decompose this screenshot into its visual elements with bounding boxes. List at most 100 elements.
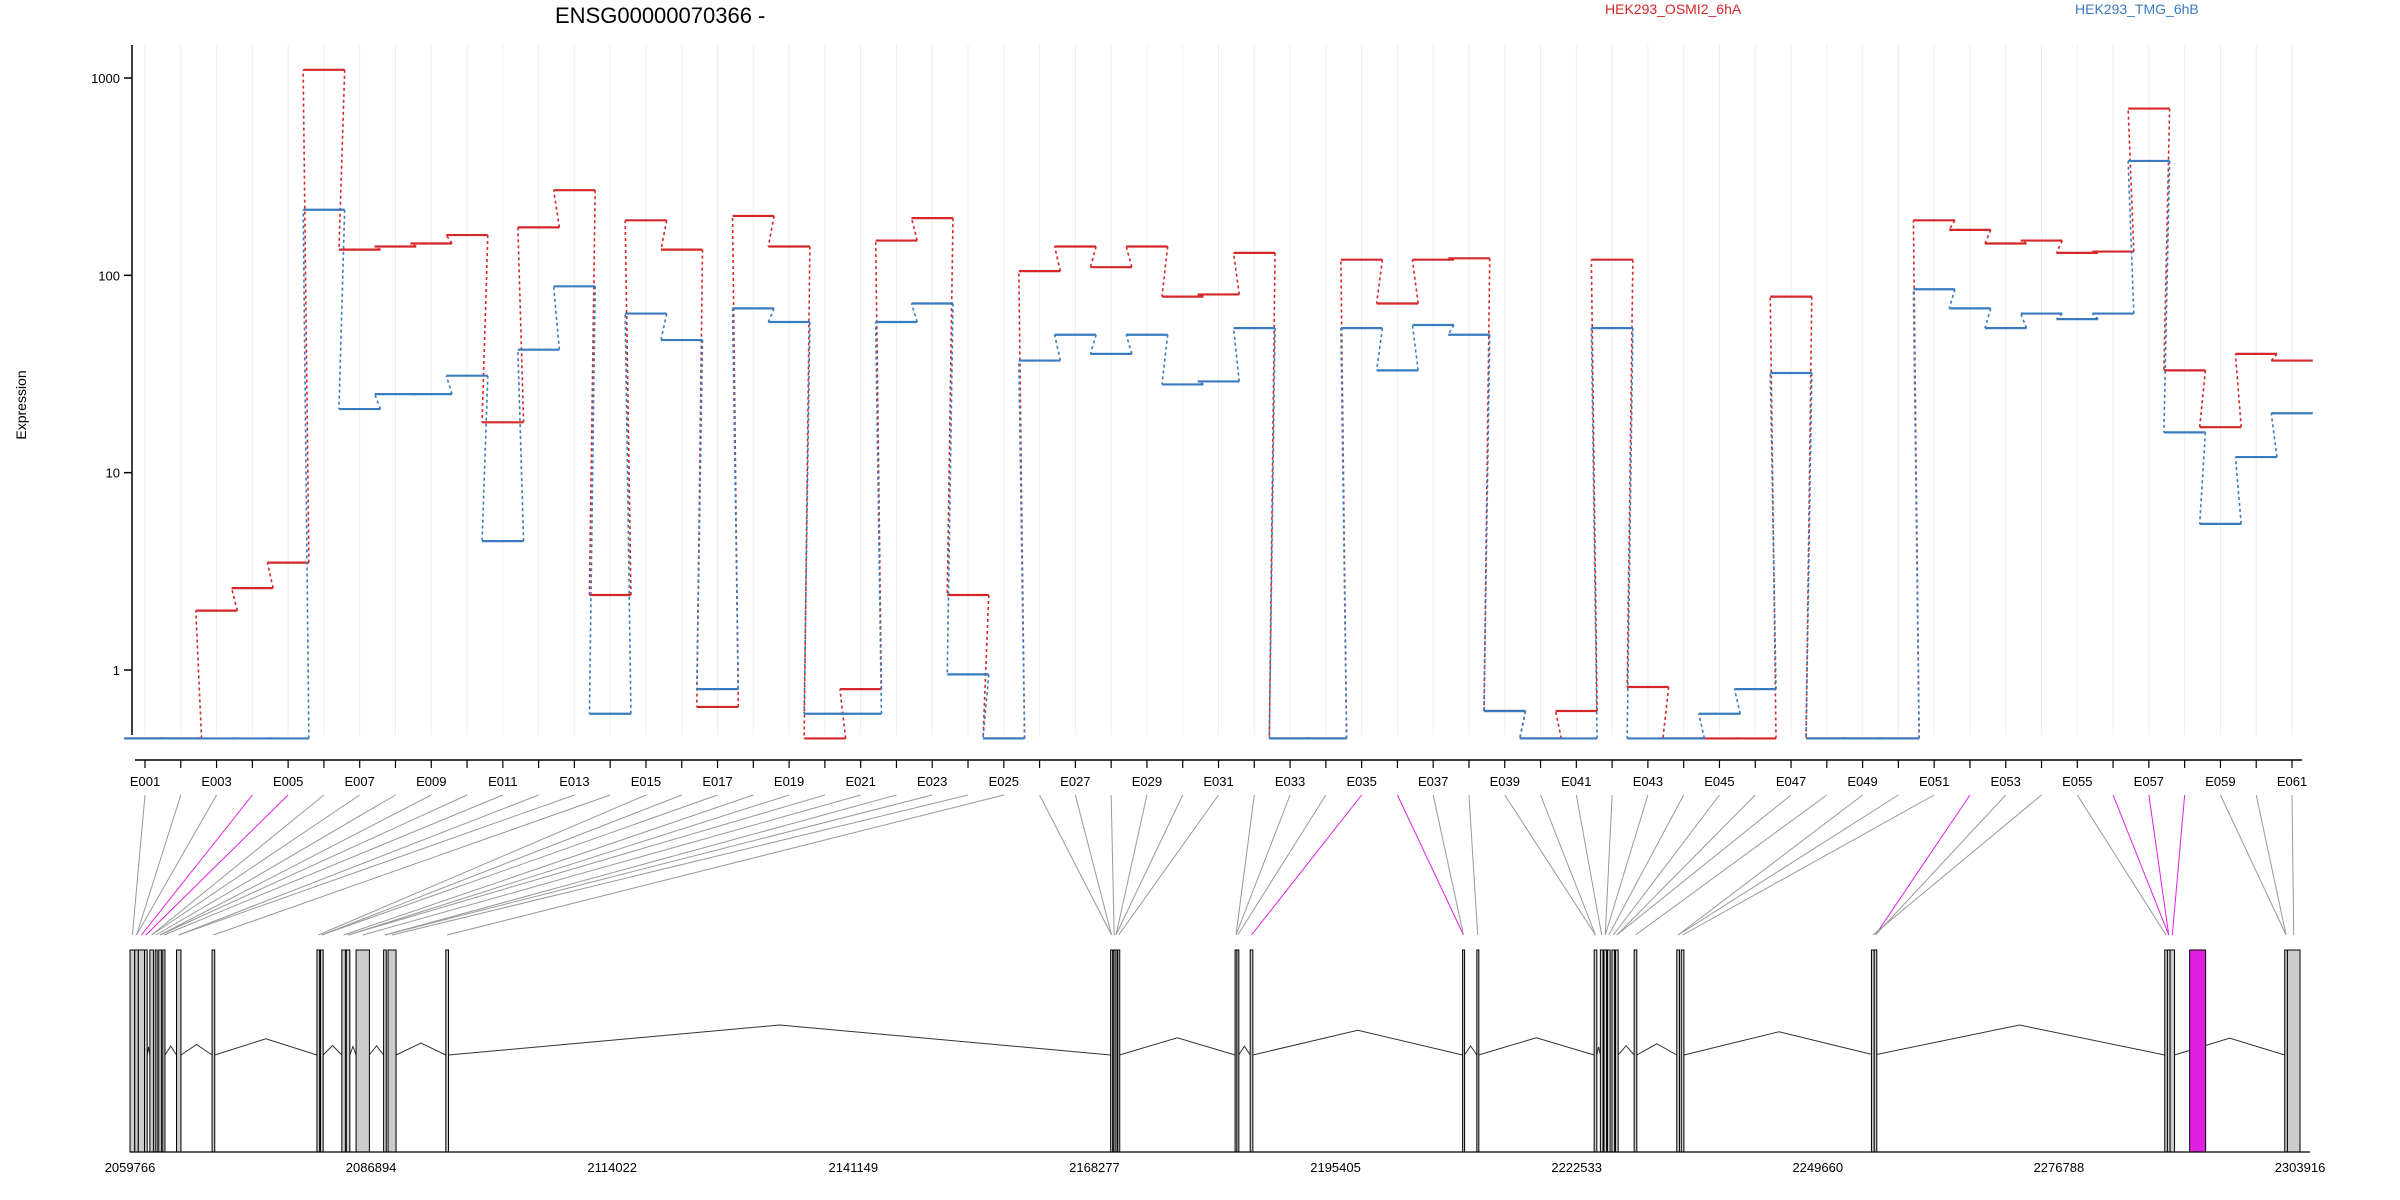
intron [1252,1029,1463,1056]
series-connector [2020,239,2027,245]
connector-E031 [1118,794,1219,936]
exon-block [1117,949,1121,1153]
series-connector [874,322,883,714]
exon-block [134,949,139,1153]
exon-block [345,949,351,1153]
y-tick-label-10: 10 [106,466,120,481]
exon-block [1606,949,1611,1153]
exon-block [355,949,370,1153]
series-b [124,159,2313,740]
series-connector [588,190,596,595]
intron [1596,1046,1601,1056]
exon-block [1676,949,1680,1153]
series-connector [2020,313,2028,329]
connector-E022 [384,794,897,936]
genomic-tick-label-2303916: 2303916 [2275,1160,2326,1175]
x-tick-label-E049: E049 [1847,774,1877,789]
series-connector [1697,713,1706,739]
intron [1119,1037,1236,1056]
series-connector [2234,353,2242,428]
genomic-tick-label-2276788: 2276788 [2034,1160,2085,1175]
connector-E042 [1604,794,1613,936]
x-tick-label-E017: E017 [702,774,732,789]
series-connector [1375,259,1384,304]
connector-E057 [2148,794,2170,936]
connector-E013 [178,794,575,936]
connector-E047 [1616,794,1792,936]
exon-block [445,949,449,1153]
series-connector [552,286,561,350]
series-connector [1232,252,1241,295]
intron [164,1045,177,1056]
series-connector [552,190,561,228]
connector-E003 [136,794,218,936]
exon-block [129,949,136,1153]
x-tick-label-E041: E041 [1561,774,1591,789]
x-tick-label-E009: E009 [416,774,446,789]
exon-block [144,949,148,1153]
genomic-axis: 2059766 2086894 2114022 2141149 2168277 21954… [105,1151,2326,1175]
exon-block [137,949,146,1153]
series-connector [1161,334,1169,385]
series-connector [946,218,954,595]
series-connector [1769,296,1777,739]
x-tick-label-E037: E037 [1418,774,1448,789]
connector-E051 [1682,794,1935,936]
intron [368,1045,385,1056]
exon-block [211,949,216,1153]
series-connector [1375,328,1384,371]
connector-E037 [1432,794,1464,936]
connector-E014 [213,794,611,936]
genomic-tick-label-2114022: 2114022 [587,1160,637,1175]
connector-E026 [1039,794,1112,936]
x-tick-label-E053: E053 [1991,774,2021,789]
series-connector [1626,328,1634,739]
connector-E040 [1540,794,1596,936]
connector-E049 [1677,794,1863,936]
y-axis-label: Expression [13,370,29,439]
gene-model [129,949,2301,1153]
y-tick-label-100: 100 [98,268,120,283]
x-tick-label-E013: E013 [559,774,589,789]
chart-title: ENSG00000070366 - [555,3,765,28]
exon-block [1249,949,1254,1153]
x-tick-label-E057: E057 [2134,774,2164,789]
x-tick-label-E003: E003 [201,774,231,789]
series-connector [1089,246,1097,268]
series-connector [2198,432,2207,524]
intron [1636,1043,1678,1056]
series-connector [195,610,203,739]
x-tick-label-E045: E045 [1704,774,1734,789]
series-connector [1411,324,1419,371]
genomic-tick-label-2222533: 2222533 [1551,1160,1602,1175]
exon-block [2286,949,2301,1153]
x-tick-label-E033: E033 [1275,774,1305,789]
x-tick-label-E061: E061 [2277,774,2307,789]
connector-E021 [362,794,861,936]
connector-E006 [151,794,325,936]
x-tick-label-E021: E021 [845,774,875,789]
intron [180,1043,213,1056]
x-tick-label-E011: E011 [488,774,517,789]
series-connector [660,220,668,250]
exon-block [320,949,324,1153]
series-connector [2163,108,2171,371]
exon-block [154,949,158,1153]
series-connector [1769,372,1777,690]
genomic-tick-label-2141149: 2141149 [829,1160,879,1175]
legend-series-b: HEK293_TMG_6hB [2075,1,2199,17]
exon-block [1870,949,1875,1153]
intron [1617,1044,1635,1056]
connector-E048 [1635,794,1828,936]
series-connector [982,594,990,739]
series-lines [124,68,2313,740]
intron [349,1045,357,1056]
series-connector [1053,246,1062,272]
series-connector [1662,686,1670,739]
connector-E027 [1074,794,1113,936]
highlighted-exon-block [2189,949,2207,1153]
exon-block [387,949,397,1153]
exon-block [1633,949,1638,1153]
x-tick-label-E019: E019 [774,774,804,789]
connector-E019 [347,794,790,936]
